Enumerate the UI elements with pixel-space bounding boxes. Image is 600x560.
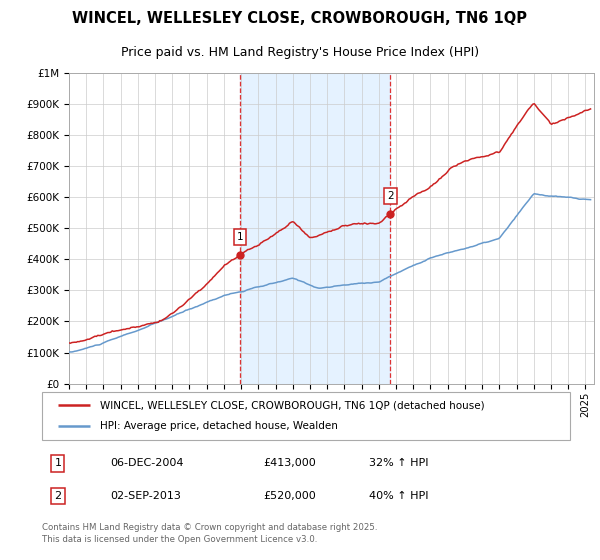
Text: £413,000: £413,000 <box>264 459 317 468</box>
FancyBboxPatch shape <box>42 392 570 440</box>
Text: 40% ↑ HPI: 40% ↑ HPI <box>370 491 429 501</box>
Text: 2: 2 <box>387 191 394 200</box>
Text: 02-SEP-2013: 02-SEP-2013 <box>110 491 182 501</box>
Text: WINCEL, WELLESLEY CLOSE, CROWBOROUGH, TN6 1QP: WINCEL, WELLESLEY CLOSE, CROWBOROUGH, TN… <box>73 11 527 26</box>
Text: £520,000: £520,000 <box>264 491 317 501</box>
Bar <box>240 73 391 384</box>
Text: WINCEL, WELLESLEY CLOSE, CROWBOROUGH, TN6 1QP (detached house): WINCEL, WELLESLEY CLOSE, CROWBOROUGH, TN… <box>100 400 485 410</box>
Text: 32% ↑ HPI: 32% ↑ HPI <box>370 459 429 468</box>
Text: 1: 1 <box>55 459 61 468</box>
Text: Contains HM Land Registry data © Crown copyright and database right 2025.
This d: Contains HM Land Registry data © Crown c… <box>42 522 377 544</box>
Text: 06-DEC-2004: 06-DEC-2004 <box>110 459 184 468</box>
Text: Price paid vs. HM Land Registry's House Price Index (HPI): Price paid vs. HM Land Registry's House … <box>121 46 479 59</box>
Text: HPI: Average price, detached house, Wealden: HPI: Average price, detached house, Weal… <box>100 421 338 431</box>
Text: 2: 2 <box>54 491 61 501</box>
Text: 1: 1 <box>236 232 243 241</box>
